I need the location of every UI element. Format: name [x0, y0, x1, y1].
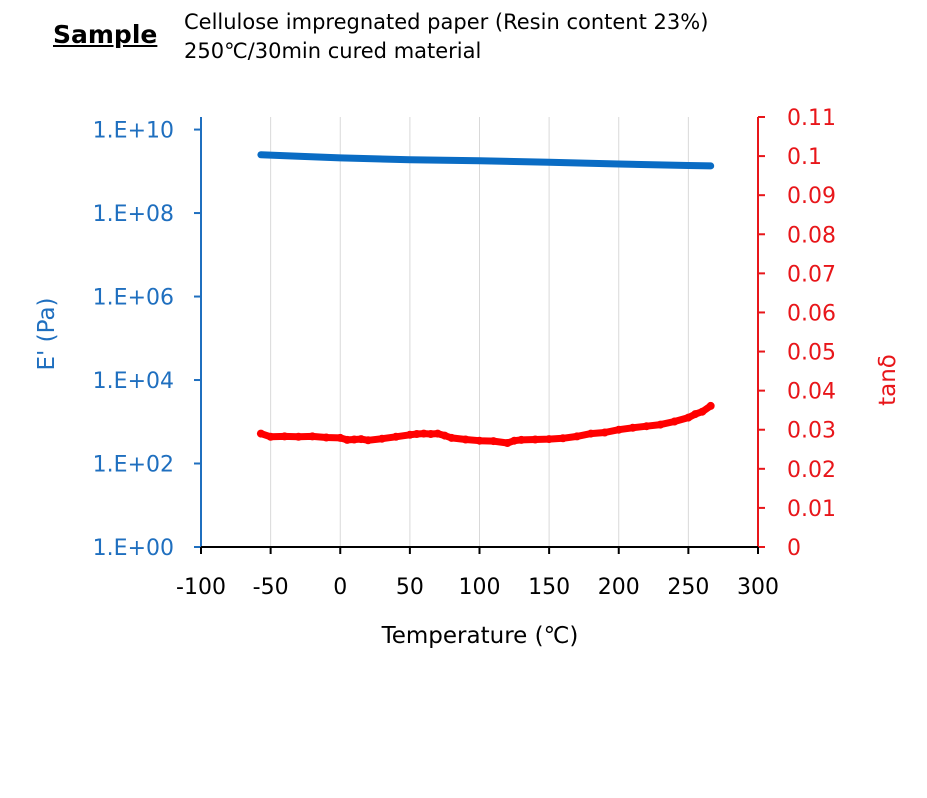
y-right-axis-title: tanδ [875, 354, 901, 406]
tan-delta-point [364, 436, 373, 445]
x-tick-label: -100 [176, 575, 226, 600]
cure-condition: 250℃/30min cured material [184, 39, 482, 63]
sample-label: Sample [53, 20, 158, 49]
y-right-tick-label: 0.03 [787, 419, 836, 444]
storage-modulus-point [337, 154, 344, 161]
y-left-tick-label: 1.E+08 [93, 202, 174, 227]
x-tick-label: 200 [598, 575, 640, 600]
tan-delta-point [294, 432, 303, 441]
storage-modulus-point [406, 156, 413, 163]
storage-modulus-point [476, 157, 483, 164]
series-layer [256, 151, 715, 447]
storage-modulus-point [615, 161, 622, 167]
tan-delta-point [517, 435, 526, 444]
tan-delta-point [357, 435, 366, 444]
storage-modulus-point [257, 151, 264, 158]
tan-delta-point [573, 432, 581, 441]
sample-description: Cellulose impregnated paper (Resin conte… [184, 10, 709, 34]
y-right-tick-label: 0.01 [787, 497, 836, 522]
tan-delta-point [586, 429, 595, 438]
y-right-tick-label: 0 [787, 536, 801, 561]
y-right-tick-label: 0.11 [787, 106, 836, 131]
tan-delta-point [419, 429, 428, 438]
y-right-tick-label: 0.02 [787, 458, 836, 483]
tan-delta-point [628, 423, 637, 432]
tan-delta-point [510, 436, 519, 445]
tan-delta-point [642, 422, 651, 431]
y-left-tick-label: 1.E+06 [93, 286, 174, 311]
storage-modulus-line [257, 151, 715, 170]
tan-delta-point [600, 428, 609, 437]
tan-delta-point [440, 431, 449, 440]
x-tick-label: 300 [737, 575, 779, 600]
y-left-tick-label: 1.E+04 [93, 369, 174, 394]
tan-delta-point [503, 439, 512, 447]
axes [194, 116, 765, 554]
x-tick-label: 150 [528, 575, 570, 600]
y-right-tick-label: 0.1 [787, 145, 822, 170]
y-right-tick-label: 0.05 [787, 341, 836, 366]
tan-delta-point [656, 420, 665, 429]
x-tick-label: 50 [396, 575, 424, 600]
tan-delta-point [531, 435, 540, 444]
y-right-tick-label: 0.07 [787, 262, 836, 287]
x-tick-label: 0 [333, 575, 347, 600]
x-tick-label: 250 [667, 575, 709, 600]
tan-delta-point [461, 435, 470, 444]
tan-delta-point [426, 430, 435, 438]
storage-modulus-point [546, 159, 553, 166]
tan-delta-point [405, 430, 414, 439]
tan-delta-point [378, 434, 386, 443]
storage-modulus-point [707, 162, 714, 169]
tan-delta-point [447, 433, 456, 442]
tan-delta-point [684, 413, 693, 422]
tan-delta-point [475, 436, 484, 445]
tan-delta-point [559, 434, 567, 443]
y-right-tick-label: 0.09 [787, 184, 836, 209]
tan-delta-point [670, 417, 679, 426]
grid-lines [270, 117, 689, 547]
tan-delta-point [489, 437, 498, 446]
storage-modulus-point [685, 162, 692, 169]
y-right-tick-label: 0.04 [787, 380, 836, 405]
tan-delta-point [308, 432, 317, 441]
tan-delta-point [698, 407, 707, 416]
tan-delta-point [545, 435, 554, 444]
x-axis-title: Temperature (℃) [381, 623, 579, 649]
tan-delta-point [433, 429, 442, 438]
y-left-tick-label: 1.E+00 [93, 536, 174, 561]
tan-delta-point [266, 432, 275, 441]
tan-delta-point [691, 410, 700, 419]
tick-labels: -100 -50 0 50 100 150 200 250 300 1.E+00 1.E+02 1.E… [93, 106, 836, 600]
tan-delta-point [256, 429, 265, 438]
y-left-tick-label: 1.E+02 [93, 453, 174, 478]
tan-delta-point [280, 432, 289, 441]
tan-delta-point [343, 435, 352, 444]
tan-delta-point [322, 433, 331, 442]
tan-delta-point [412, 430, 421, 438]
x-tick-label: 100 [459, 575, 501, 600]
storage-modulus-point [295, 153, 302, 160]
tan-delta-point [350, 435, 359, 444]
y-right-tick-label: 0.08 [787, 223, 836, 248]
tan-delta-point [336, 433, 345, 442]
y-right-tick-label: 0.06 [787, 301, 836, 326]
tan-delta-point [706, 401, 715, 410]
tan-delta-point [614, 425, 623, 434]
x-tick-label: -50 [253, 575, 289, 600]
tan-delta-point [391, 432, 400, 441]
y-left-axis-title: E' (Pa) [34, 297, 60, 370]
y-left-tick-label: 1.E+10 [93, 119, 174, 144]
